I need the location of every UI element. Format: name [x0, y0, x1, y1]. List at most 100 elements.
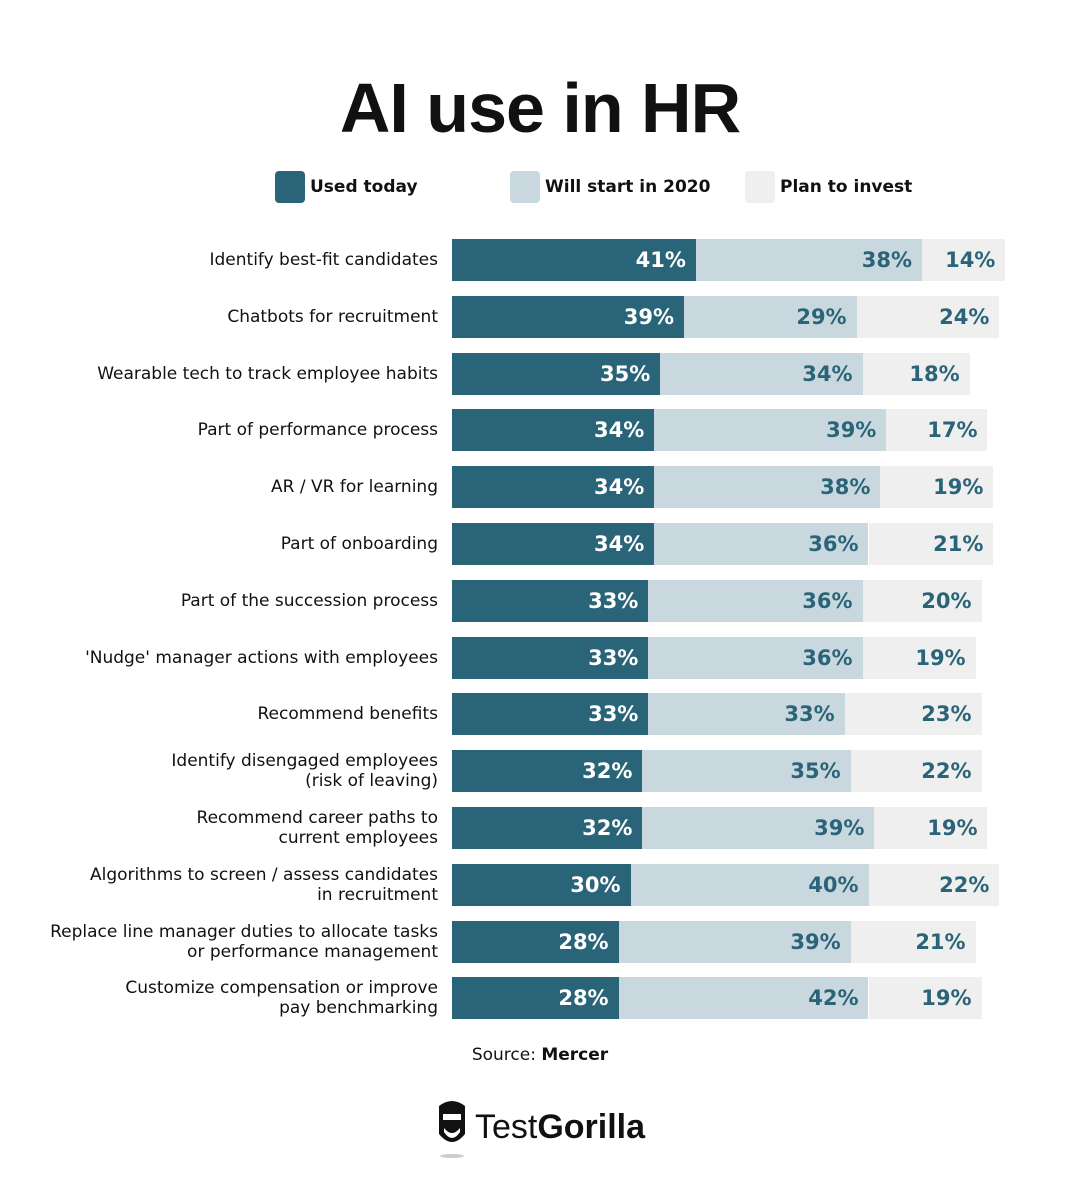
- value-label: 22%: [939, 872, 990, 897]
- value-label: 34%: [594, 475, 645, 500]
- value-label: 19%: [915, 645, 966, 670]
- legend-swatch: [745, 171, 775, 203]
- category-label: Chatbots for recruitment: [227, 306, 438, 327]
- category-label: Part of onboarding: [280, 534, 438, 554]
- bar-segment: 21%: [850, 920, 976, 963]
- legend-label: Used today: [310, 177, 418, 197]
- bar-segment: 33%: [452, 579, 649, 622]
- value-label: 23%: [921, 702, 972, 727]
- bar-segment: 20%: [862, 579, 982, 622]
- value-label: 35%: [790, 759, 841, 784]
- category-label: 'Nudge' manager actions with employees: [85, 647, 438, 668]
- bar-segment: 36%: [648, 579, 863, 622]
- value-label: 39%: [814, 816, 865, 840]
- bar-segment: 35%: [642, 750, 851, 793]
- value-label: 24%: [939, 304, 990, 329]
- bar-segment: 42%: [618, 977, 869, 1020]
- value-label: 39%: [623, 304, 675, 329]
- value-label: 19%: [927, 816, 978, 840]
- category-label: Recommend career paths to current employ…: [196, 808, 438, 848]
- value-label: 19%: [921, 986, 972, 1011]
- source-label: Source:: [471, 1045, 536, 1065]
- value-label: 34%: [594, 532, 645, 556]
- source: Source: Mercer: [0, 1045, 1080, 1065]
- value-label: 18%: [909, 361, 960, 386]
- logo: TestGorilla: [0, 1098, 1080, 1160]
- value-label: 35%: [599, 361, 651, 386]
- bar-segment: 24%: [856, 295, 1000, 338]
- bar-segment: 32%: [452, 807, 643, 849]
- value-label: 36%: [802, 645, 853, 670]
- bar-segment: 40%: [630, 863, 869, 906]
- legend-label: Plan to invest: [780, 177, 913, 197]
- value-label: 39%: [790, 929, 841, 954]
- bar-segment: 30%: [452, 863, 631, 906]
- bar-segment: 22%: [868, 863, 1000, 906]
- bar-segment: 32%: [452, 750, 643, 793]
- bar-segment: 39%: [642, 807, 875, 849]
- value-label: 20%: [921, 588, 972, 613]
- bar-segment: 36%: [654, 523, 869, 565]
- value-label: 21%: [915, 929, 966, 954]
- source-name: Mercer: [541, 1045, 609, 1065]
- value-label: 33%: [784, 702, 835, 727]
- category-label: AR / VR for learning: [271, 477, 438, 498]
- bar-segment: 34%: [452, 523, 655, 565]
- value-label: 32%: [582, 759, 633, 784]
- bar-segment: 19%: [862, 636, 976, 679]
- category-label: Algorithms to screen / assess candidates…: [90, 864, 438, 905]
- chart-title: AI use in HR: [339, 69, 741, 147]
- value-label: 38%: [820, 475, 871, 500]
- bar-segment: 34%: [452, 466, 655, 509]
- bar-segment: 28%: [452, 977, 619, 1020]
- value-label: 19%: [933, 475, 984, 500]
- legend-label: Will start in 2020: [545, 177, 711, 197]
- bar-segment: 29%: [684, 295, 857, 338]
- bar-segment: 35%: [452, 352, 661, 395]
- bar-segment: 36%: [648, 636, 863, 679]
- value-label: 28%: [558, 986, 609, 1011]
- bar-segment: 14%: [922, 239, 1006, 281]
- value-label: 36%: [808, 532, 859, 556]
- bar-segment: 33%: [452, 693, 649, 736]
- logo-icon: [438, 1101, 465, 1158]
- bar-segment: 33%: [452, 636, 649, 679]
- category-label: Customize compensation or improve pay be…: [125, 978, 438, 1019]
- brand-light: Test: [474, 1107, 538, 1146]
- value-label: 38%: [861, 248, 913, 272]
- value-label: 34%: [802, 361, 853, 386]
- value-label: 34%: [594, 418, 645, 443]
- bar-segment: 18%: [862, 352, 970, 395]
- bar-segment: 39%: [618, 920, 851, 963]
- value-label: 14%: [945, 248, 996, 272]
- brand-bold: Gorilla: [537, 1107, 646, 1146]
- bar-segment: 22%: [850, 750, 982, 793]
- value-label: 29%: [796, 304, 847, 329]
- value-label: 17%: [927, 418, 978, 443]
- value-label: 39%: [826, 418, 877, 443]
- category-label: Part of performance process: [197, 420, 438, 441]
- category-label: Wearable tech to track employee habits: [97, 363, 438, 384]
- bar-segment: 19%: [874, 807, 988, 849]
- legend-swatch: [275, 171, 305, 203]
- category-label: Recommend benefits: [257, 704, 438, 725]
- category-label: Part of the succession process: [180, 590, 438, 611]
- bar-segment: 17%: [886, 409, 988, 452]
- bar-segment: 41%: [452, 239, 696, 281]
- legend-swatch: [510, 171, 540, 203]
- value-label: 22%: [921, 759, 972, 784]
- bar-segment: 39%: [452, 295, 685, 338]
- value-label: 28%: [558, 929, 609, 954]
- value-label: 33%: [588, 702, 639, 727]
- value-label: 42%: [808, 986, 859, 1011]
- category-label: Identify best-fit candidates: [209, 250, 438, 270]
- value-label: 33%: [588, 645, 639, 670]
- value-label: 32%: [582, 816, 633, 840]
- bar-segment: 21%: [868, 523, 994, 565]
- category-label: Identify disengaged employees (risk of l…: [171, 751, 438, 792]
- value-label: 33%: [588, 588, 639, 613]
- bar-segment: 28%: [452, 920, 619, 963]
- bar-segment: 23%: [844, 693, 982, 736]
- category-label: Replace line manager duties to allocate …: [50, 921, 438, 962]
